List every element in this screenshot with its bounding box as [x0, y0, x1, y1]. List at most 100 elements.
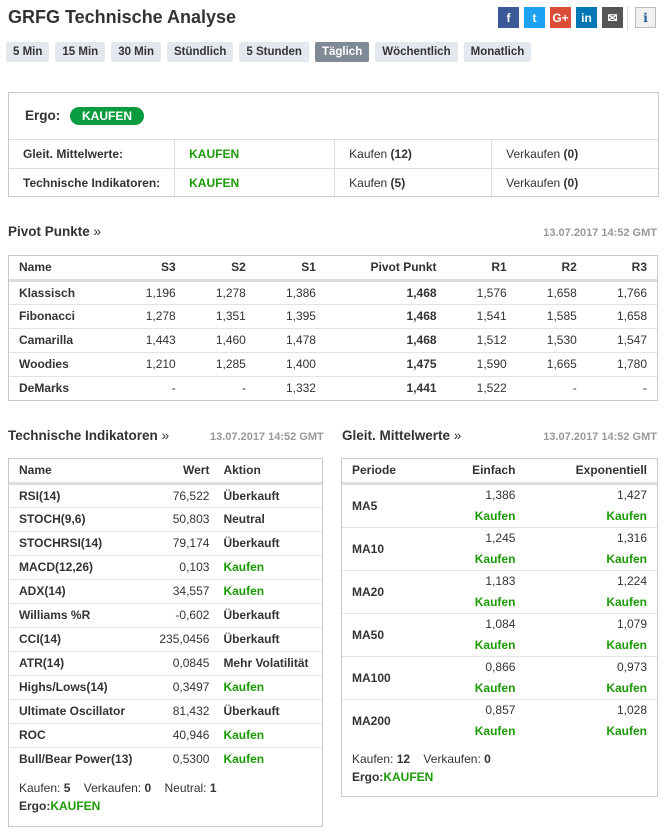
- cell: 1,332: [285, 381, 316, 396]
- tab-5[interactable]: Täglich: [314, 42, 370, 62]
- ma-exp-action: Kaufen: [606, 637, 647, 652]
- column-header: Pivot Punkt: [370, 260, 437, 275]
- raquo-icon: »: [93, 224, 102, 239]
- cell: 1,196: [145, 285, 176, 300]
- cell: -: [171, 381, 176, 396]
- table-row: Camarilla 1,443 1,460 1,478 1,468 1,512 1,530 1…: [9, 328, 657, 352]
- cell: 1,386: [285, 285, 316, 300]
- linkedin-icon[interactable]: in: [576, 7, 597, 28]
- table-row: MA200 0,857 Kaufen 1,028 Kaufen: [342, 699, 657, 742]
- cell: 1,278: [145, 309, 176, 323]
- indicator-value: 50,803: [172, 512, 210, 526]
- sell-count: 0: [144, 781, 152, 795]
- tab-6[interactable]: Wöchentlich: [375, 42, 458, 62]
- ma-simple-action: Kaufen: [474, 594, 516, 609]
- indicator-action: Überkauft: [223, 608, 280, 622]
- indicator-value: 0,103: [179, 560, 210, 574]
- table-row: CCI(14) 235,0456 Überkauft: [9, 627, 322, 651]
- tab-0[interactable]: 5 Min: [6, 42, 50, 62]
- column-header: Name: [19, 260, 52, 275]
- buy-count: (12): [390, 147, 412, 161]
- cell: 1,478: [285, 333, 316, 347]
- ma-simple-value: 1,183: [485, 573, 516, 588]
- ma-footer: Kaufen: 12 Verkaufen: 0 Ergo:KAUFEN: [342, 742, 657, 794]
- indicator-action: Überkauft: [223, 536, 280, 550]
- ma-exp-value: 0,973: [616, 659, 647, 674]
- ma-heading[interactable]: Gleit. Mittelwerte »: [342, 428, 461, 443]
- cell: 1,210: [145, 357, 176, 371]
- summary-label: Technische Indikatoren:: [23, 176, 161, 191]
- summary-label: Gleit. Mittelwerte:: [23, 147, 124, 161]
- ma-exp-action: Kaufen: [606, 723, 647, 738]
- pivot-timestamp: 13.07.2017 14:52 GMT: [543, 227, 657, 239]
- row-name: Woodies: [19, 357, 69, 371]
- buy-count: 5: [63, 781, 71, 795]
- indicator-action: Mehr Volatilität: [223, 656, 309, 670]
- twitter-icon[interactable]: t: [524, 7, 545, 28]
- raquo-icon: »: [453, 428, 462, 443]
- indicator-value: 0,5300: [172, 752, 210, 767]
- cell: 1,468: [406, 309, 437, 323]
- ergo-label: Ergo:: [352, 770, 384, 784]
- pivot-table: Name S3 S2 S1 Pivot Punkt R1 R2 R3 Klassisch 1,19…: [9, 256, 657, 400]
- row-name: Camarilla: [19, 333, 74, 347]
- pivot-heading[interactable]: Pivot Punkte »: [8, 224, 101, 239]
- cell: 1,443: [145, 333, 176, 347]
- tab-2[interactable]: 30 Min: [111, 42, 161, 62]
- facebook-icon[interactable]: f: [498, 7, 519, 28]
- ergo-value: KAUFEN: [383, 770, 434, 784]
- table-row: Williams %R -0,602 Überkauft: [9, 603, 322, 627]
- cell: 1,475: [406, 357, 437, 371]
- tab-3[interactable]: Stündlich: [166, 42, 234, 62]
- ma-exp-action: Kaufen: [606, 508, 647, 523]
- cell: -: [241, 381, 246, 396]
- ma-title[interactable]: Gleit. Mittelwerte: [342, 428, 451, 443]
- table-row: STOCHRSI(14) 79,174 Überkauft: [9, 531, 322, 555]
- ma-period: MA50: [352, 627, 385, 642]
- info-icon[interactable]: i: [635, 7, 656, 28]
- indicator-name: RSI(14): [19, 488, 61, 503]
- indicators-heading[interactable]: Technische Indikatoren »: [8, 428, 169, 443]
- column-header: R2: [561, 260, 577, 275]
- table-row: MA50 1,084 Kaufen 1,079 Kaufen: [342, 613, 657, 656]
- ma-simple-action: Kaufen: [474, 723, 516, 738]
- table-row: RSI(14) 76,522 Überkauft: [9, 483, 322, 507]
- indicator-value: 81,432: [172, 704, 210, 718]
- indicator-action: Kaufen: [223, 728, 265, 742]
- indicator-action: Kaufen: [223, 560, 265, 574]
- indicator-value: 235,0456: [159, 632, 210, 646]
- google-plus-icon[interactable]: G+: [550, 7, 571, 28]
- buy-label: Kaufen:: [19, 781, 61, 795]
- indicator-action: Überkauft: [223, 632, 280, 646]
- indicator-name: Williams %R: [19, 608, 91, 622]
- sell-count: (0): [563, 176, 579, 191]
- table-row: STOCH(9,6) 50,803 Neutral: [9, 507, 322, 531]
- column-header: Wert: [182, 463, 210, 478]
- ma-simple-value: 0,857: [485, 702, 516, 717]
- pivot-title[interactable]: Pivot Punkte: [8, 224, 90, 239]
- tab-4[interactable]: 5 Stunden: [239, 42, 309, 62]
- row-name: Klassisch: [19, 285, 76, 300]
- indicator-name: STOCHRSI(14): [19, 536, 103, 550]
- ma-period: MA10: [352, 541, 385, 556]
- column-header: Einfach: [472, 463, 516, 478]
- table-row: ATR(14) 0,0845 Mehr Volatilität: [9, 651, 322, 675]
- summary-signal: KAUFEN: [189, 176, 240, 191]
- row-name: DeMarks: [19, 381, 70, 396]
- cell: 1,780: [616, 357, 647, 371]
- ma-timestamp: 13.07.2017 14:52 GMT: [543, 431, 657, 443]
- tab-1[interactable]: 15 Min: [55, 42, 106, 62]
- sell-label: Verkaufen: [506, 176, 561, 191]
- cell: 1,541: [476, 309, 507, 323]
- tab-7[interactable]: Monatlich: [463, 42, 532, 62]
- ergo-label: Ergo:: [25, 108, 61, 123]
- table-row: Ultimate Oscillator 81,432 Überkauft: [9, 699, 322, 723]
- buy-count: (5): [390, 176, 406, 191]
- indicator-value: 34,557: [172, 584, 210, 598]
- ergo-value: KAUFEN: [50, 799, 101, 813]
- buy-label: Kaufen: [349, 147, 388, 161]
- ma-exp-action: Kaufen: [606, 680, 647, 695]
- cell: 1,278: [215, 285, 246, 300]
- indicators-title[interactable]: Technische Indikatoren: [8, 428, 158, 443]
- email-icon[interactable]: ✉: [602, 7, 623, 28]
